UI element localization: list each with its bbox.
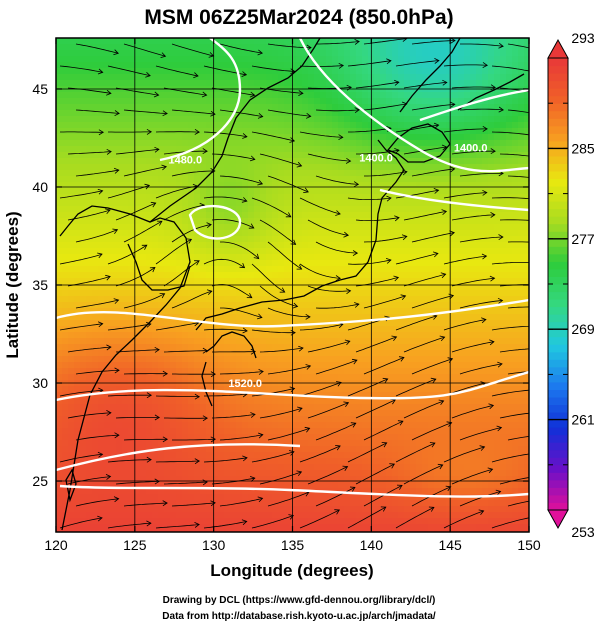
contour-label: 1480.0 bbox=[168, 154, 202, 166]
colorbar-tick-label: 293 bbox=[571, 30, 595, 46]
y-tick-label: 45 bbox=[32, 81, 48, 97]
x-axis-label: Longitude (degrees) bbox=[210, 561, 373, 580]
x-tick-label: 125 bbox=[123, 537, 147, 553]
colorbar-min-arrow bbox=[547, 509, 569, 530]
colorbar-tick-label: 261 bbox=[571, 412, 595, 428]
axis-tick-marks bbox=[55, 38, 530, 532]
coastlines bbox=[59, 38, 525, 531]
contour-label: 1520.0 bbox=[228, 378, 262, 390]
x-tick-label: 140 bbox=[360, 537, 384, 553]
wind-streamlines bbox=[59, 38, 529, 529]
x-tick-label: 130 bbox=[202, 537, 226, 553]
lat-lon-grid bbox=[56, 38, 529, 532]
x-tick-label: 120 bbox=[44, 537, 68, 553]
colorbar-tick-labels: 293 285 277 269 261 253 bbox=[571, 30, 595, 540]
contour-label: 1400.0 bbox=[359, 153, 393, 165]
y-tick-label: 30 bbox=[32, 375, 48, 391]
colorbar-tick-label: 253 bbox=[571, 524, 595, 540]
x-tick-label: 150 bbox=[517, 537, 541, 553]
y-tick-label: 25 bbox=[32, 473, 48, 489]
credit-drawing: Drawing by DCL (https://www.gfd-dennou.o… bbox=[163, 595, 436, 606]
colorbar-tick-label: 277 bbox=[571, 231, 595, 247]
height-contours bbox=[56, 38, 529, 498]
colorbar: 293 285 277 269 261 253 bbox=[547, 30, 595, 540]
x-tick-label: 135 bbox=[281, 537, 305, 553]
contour-labels: 1480.0 1400.0 1400.0 1520.0 bbox=[168, 143, 487, 390]
contour-label: 1400.0 bbox=[454, 143, 488, 155]
x-tick-labels: 120 125 130 135 140 145 150 bbox=[44, 537, 541, 553]
colorbar-tick-label: 285 bbox=[571, 140, 595, 156]
map-plot-area: 1480.0 1400.0 1400.0 1520.0 bbox=[55, 37, 530, 533]
credit-data: Data from http://database.rish.kyoto-u.a… bbox=[162, 611, 436, 622]
chart-title: MSM 06Z25Mar2024 (850.0hPa) bbox=[144, 6, 453, 29]
colorbar-tick-label: 269 bbox=[571, 321, 595, 337]
y-tick-label: 40 bbox=[32, 179, 48, 195]
y-tick-labels: 25 30 35 40 45 bbox=[32, 81, 48, 489]
colorbar-max-arrow bbox=[547, 38, 569, 59]
y-tick-label: 35 bbox=[32, 277, 48, 293]
x-tick-label: 145 bbox=[438, 537, 462, 553]
y-axis-label: Latitude (degrees) bbox=[3, 211, 22, 358]
temperature-field bbox=[56, 38, 529, 532]
